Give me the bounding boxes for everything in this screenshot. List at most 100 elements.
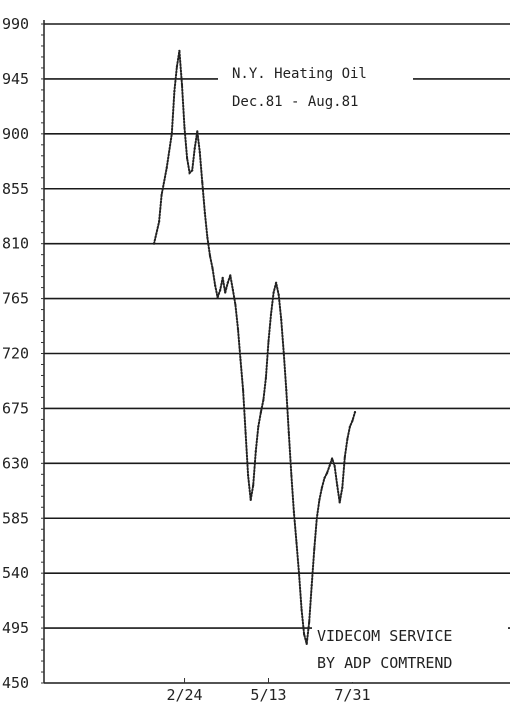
data-point: [346, 437, 349, 440]
data-point: [226, 281, 229, 284]
data-point: [351, 419, 354, 422]
data-point: [191, 169, 194, 172]
y-tick-label: 540: [2, 564, 29, 582]
y-axis: 990 945 900 855 810 765 720 675 630 585 540 495 450: [2, 15, 45, 692]
data-point: [219, 288, 222, 292]
data-point: [193, 147, 196, 150]
data-point: [254, 450, 257, 453]
data-point: [262, 398, 265, 401]
y-tick-label: 450: [2, 674, 29, 692]
data-point: [310, 584, 313, 587]
data-point: [303, 633, 306, 636]
data-point: [348, 425, 351, 428]
y-tick-label: 945: [2, 70, 29, 88]
data-point: [198, 151, 201, 154]
x-tick-label: 5/13: [250, 686, 286, 704]
credit-line-1: VIDECOM SERVICE: [317, 627, 452, 645]
data-point: [247, 474, 250, 477]
data-point: [305, 642, 308, 646]
data-point: [165, 166, 168, 170]
y-tick-label: 495: [2, 619, 29, 637]
data-point: [236, 328, 240, 331]
data-point: [297, 572, 301, 575]
y-tick-label: 900: [2, 125, 29, 143]
data-point: [216, 296, 219, 299]
y-tick-label: 585: [2, 509, 29, 527]
data-point: [280, 318, 283, 321]
data-point: [267, 340, 270, 343]
data-point: [295, 541, 298, 544]
data-point: [231, 288, 234, 292]
x-tick-label: 2/24: [166, 686, 202, 704]
data-point: [320, 486, 323, 489]
data-point: [242, 389, 245, 392]
title-backdrop: [218, 56, 413, 116]
data-point: [208, 254, 212, 257]
data-point: [333, 464, 336, 467]
data-point: [315, 517, 318, 520]
y-tick-label: 855: [2, 180, 29, 198]
data-point: [287, 431, 290, 434]
data-point: [214, 284, 217, 287]
data-point: [160, 193, 163, 196]
data-point: [173, 90, 176, 93]
data-point: [221, 276, 224, 279]
data-point: [285, 389, 288, 392]
data-point: [175, 65, 178, 68]
data-point: [196, 130, 199, 133]
data-point: [186, 157, 189, 160]
data-point: [252, 484, 255, 487]
data-point: [290, 474, 293, 477]
chart-subtitle: Dec.81 - Aug.81: [232, 94, 358, 110]
data-point: [206, 236, 209, 239]
credit-line-2: BY ADP COMTREND: [317, 654, 452, 672]
y-tick-label: 720: [2, 345, 29, 363]
data-point: [188, 171, 191, 174]
data-point: [323, 476, 326, 480]
data-point: [272, 291, 275, 294]
data-point: [234, 303, 237, 306]
grid-lines: [44, 23, 510, 684]
data-point: [152, 242, 156, 245]
data-point: [180, 83, 184, 87]
data-point: [269, 313, 273, 316]
series-line: [153, 50, 356, 645]
data-point: [170, 132, 173, 135]
chart-title: N.Y. Heating Oil: [232, 66, 367, 82]
data-point: [292, 510, 295, 514]
data-point: [313, 547, 316, 550]
data-point: [158, 220, 161, 223]
data-point: [224, 291, 227, 294]
data-point: [325, 472, 329, 475]
y-tick-label: 810: [2, 235, 29, 253]
credit-backdrop: [312, 618, 508, 682]
data-point: [203, 212, 206, 215]
data-point: [229, 274, 232, 277]
data-point: [257, 425, 260, 428]
data-point: [264, 376, 267, 379]
y-tick-label: 765: [2, 290, 29, 308]
data-point: [318, 498, 321, 501]
data-point: [328, 464, 331, 467]
data-point: [259, 411, 262, 414]
data-point: [277, 293, 280, 296]
data-point: [275, 281, 278, 284]
data-point: [331, 457, 334, 460]
data-point: [338, 501, 341, 504]
data-point: [178, 49, 181, 52]
data-point: [244, 431, 247, 434]
data-point: [211, 267, 214, 270]
data-point: [239, 358, 242, 361]
data-point: [308, 620, 311, 624]
data-point: [282, 352, 285, 355]
x-axis: 2/24 5/13 7/31: [166, 678, 371, 704]
data-point: [183, 126, 186, 129]
data-point: [341, 486, 344, 489]
data-point: [336, 484, 339, 487]
y-tick-label: 630: [2, 454, 29, 472]
y-tick-label: 675: [2, 399, 29, 417]
data-point: [300, 608, 303, 611]
data-point: [201, 181, 204, 184]
price-series: [152, 49, 357, 646]
